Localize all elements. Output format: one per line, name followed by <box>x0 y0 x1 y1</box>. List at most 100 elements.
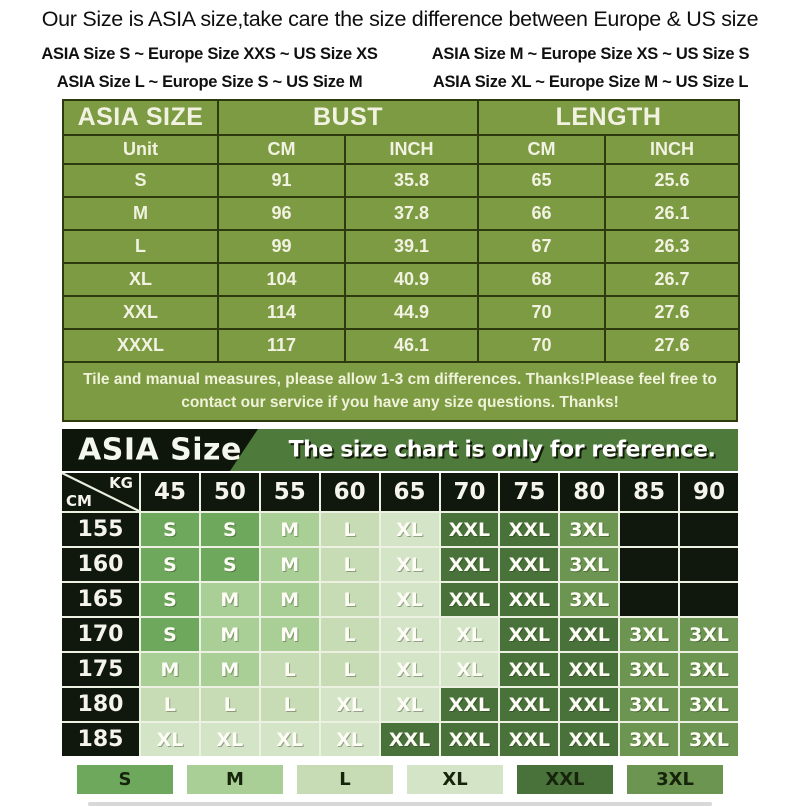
height-weight-size-chart: ASIA Size The size chart is only for ref… <box>62 429 738 756</box>
matrix-cell: M <box>260 548 319 581</box>
matrix-cell: XXL <box>440 583 499 616</box>
matrix-cell: L <box>320 583 379 616</box>
measurement-value: 114 <box>217 295 346 330</box>
matrix-grid: KG CM 45 50 55 60 65 70 75 80 85 90 155 … <box>62 473 738 756</box>
matrix-cell: XXL <box>500 583 559 616</box>
matrix-cell: XL <box>380 513 439 546</box>
matrix-cell: XXL <box>440 723 499 756</box>
measurement-value: 26.3 <box>604 229 740 264</box>
matrix-cell: XXL <box>500 548 559 581</box>
matrix-chart-subtitle: The size chart is only for reference. <box>288 437 716 463</box>
weight-header-cell: 45 <box>141 473 199 511</box>
height-label-cell: 180 <box>62 688 139 721</box>
matrix-title-background <box>62 429 258 471</box>
matrix-cell <box>680 548 738 581</box>
matrix-cell: S <box>141 618 199 651</box>
measurement-value: 46.1 <box>344 328 479 363</box>
matrix-cell: 3XL <box>680 723 738 756</box>
matrix-cell: XL <box>141 723 199 756</box>
size-cell: XL <box>62 262 219 297</box>
matrix-cell: XXL <box>560 688 619 721</box>
matrix-cell <box>620 513 679 546</box>
table-row: XXL 114 44.9 70 27.6 <box>62 295 740 330</box>
matrix-cell: S <box>141 548 199 581</box>
table-row: XL 104 40.9 68 26.7 <box>62 262 740 297</box>
size-measurement-table: ASIA SIZE BUST LENGTH Unit CM INCH CM IN… <box>62 99 740 422</box>
matrix-cell: 3XL <box>680 688 738 721</box>
legend-swatch: M <box>187 765 283 794</box>
unit-cell: CM <box>477 134 606 165</box>
conversion-line-xl: ASIA Size XL ~ Europe Size M ~ US Size L <box>432 73 749 91</box>
cm-axis-label: CM <box>66 492 92 510</box>
matrix-cell: XL <box>380 548 439 581</box>
unit-cell: INCH <box>604 134 740 165</box>
matrix-cell: S <box>141 583 199 616</box>
measurement-value: 40.9 <box>344 262 479 297</box>
measurement-value: 35.8 <box>344 163 479 198</box>
unit-cell: Unit <box>62 134 219 165</box>
measurement-value: 104 <box>217 262 346 297</box>
matrix-cell: XXL <box>440 513 499 546</box>
matrix-cell: L <box>141 688 199 721</box>
matrix-cell: XL <box>440 618 499 651</box>
height-label-cell: 170 <box>62 618 139 651</box>
measurement-value: 44.9 <box>344 295 479 330</box>
measurement-value: 96 <box>217 196 346 231</box>
matrix-cell: L <box>200 688 259 721</box>
matrix-cell: L <box>260 688 319 721</box>
matrix-cell: M <box>260 513 319 546</box>
legend-swatch: S <box>77 765 173 794</box>
legend-swatch: XL <box>407 765 503 794</box>
table-row: S 91 35.8 65 25.6 <box>62 163 740 198</box>
size-conversion-block: ASIA Size S ~ Europe Size XXS ~ US Size … <box>19 45 781 92</box>
size-cell: M <box>62 196 219 231</box>
size-color-legend: S M L XL XXL 3XL <box>0 765 800 794</box>
matrix-cell: XXL <box>440 548 499 581</box>
matrix-cell: XXL <box>500 723 559 756</box>
matrix-cell: S <box>200 548 259 581</box>
matrix-cell: M <box>141 653 199 686</box>
matrix-cell: S <box>200 513 259 546</box>
matrix-cell: XXL <box>500 618 559 651</box>
matrix-cell: M <box>260 618 319 651</box>
matrix-cell: M <box>200 653 259 686</box>
matrix-cell: 3XL <box>560 583 619 616</box>
conversion-line-m: ASIA Size M ~ Europe Size XS ~ US Size S <box>431 45 750 63</box>
measurement-value: 27.6 <box>604 328 740 363</box>
matrix-cell <box>620 583 679 616</box>
page-title: Our Size is ASIA size,take care the size… <box>41 7 759 31</box>
matrix-cell: L <box>320 548 379 581</box>
matrix-cell: 3XL <box>620 723 679 756</box>
measurement-value: 27.6 <box>604 295 740 330</box>
table-row: XXXL 117 46.1 70 27.6 <box>62 328 740 363</box>
matrix-cell: XXL <box>500 513 559 546</box>
matrix-cell: XXL <box>560 723 619 756</box>
measurement-value: 117 <box>217 328 346 363</box>
note-line-2: contact our service if you have any size… <box>181 394 619 411</box>
measurement-value: 67 <box>477 229 606 264</box>
matrix-cell <box>620 548 679 581</box>
matrix-cell: XL <box>260 723 319 756</box>
measurement-value: 99 <box>217 229 346 264</box>
legend-swatch: XXL <box>517 765 613 794</box>
measurement-value: 37.8 <box>344 196 479 231</box>
matrix-cell: XL <box>380 653 439 686</box>
table-row: L 99 39.1 67 26.3 <box>62 229 740 264</box>
measurement-value: 26.1 <box>604 196 740 231</box>
matrix-cell: XL <box>380 618 439 651</box>
matrix-cell: XXL <box>500 653 559 686</box>
table-row: M 96 37.8 66 26.1 <box>62 196 740 231</box>
size-cell: S <box>62 163 219 198</box>
height-label-cell: 160 <box>62 548 139 581</box>
matrix-cell: 3XL <box>620 618 679 651</box>
note-line-1: Tile and manual measures, please allow 1… <box>83 371 717 388</box>
diagonal-divider-line <box>62 473 139 511</box>
matrix-cell: XXL <box>560 653 619 686</box>
matrix-cell: 3XL <box>620 653 679 686</box>
matrix-cell: 3XL <box>620 688 679 721</box>
unit-cell: CM <box>217 134 346 165</box>
height-label-cell: 185 <box>62 723 139 756</box>
height-label-cell: 155 <box>62 513 139 546</box>
measurement-value: 39.1 <box>344 229 479 264</box>
matrix-cell: 3XL <box>680 653 738 686</box>
